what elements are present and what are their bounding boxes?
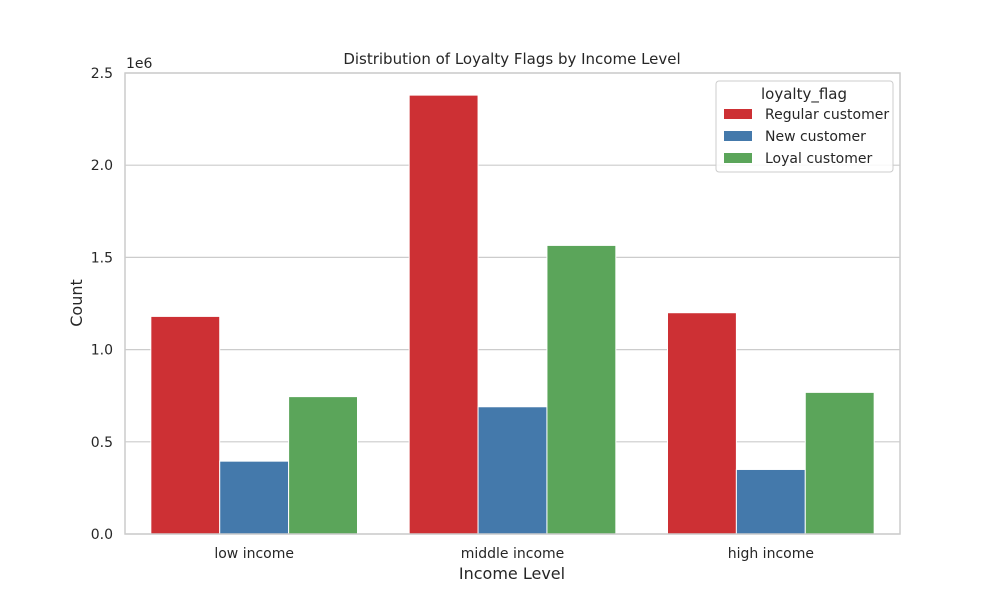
legend-label: Loyal customer xyxy=(765,151,872,167)
bar-regular-customer xyxy=(150,315,221,535)
legend-swatch xyxy=(724,109,752,119)
legend-box xyxy=(715,80,894,173)
y-tick-label: 2.0 xyxy=(91,158,113,174)
legend-items: Regular customer New customer Loyal custom… xyxy=(724,107,889,167)
bar-new-customer xyxy=(735,468,806,535)
y-axis-label: Count xyxy=(67,279,86,327)
legend-swatch xyxy=(724,131,752,141)
x-tick-label: low income xyxy=(214,546,294,562)
x-axis-label: Income Level xyxy=(459,564,565,583)
legend-label: New customer xyxy=(765,129,866,145)
x-tick-label: high income xyxy=(728,546,814,562)
y-tick-label: 0.5 xyxy=(91,435,113,451)
bar-new-customer xyxy=(219,460,290,535)
bars xyxy=(150,94,875,535)
y-tick-label: 1.0 xyxy=(91,343,113,359)
legend: loyalty_flag Regular customer New custome… xyxy=(715,80,894,173)
bar-new-customer xyxy=(477,406,548,535)
bar-loyal-customer xyxy=(288,396,358,535)
plot-frame xyxy=(124,72,901,535)
bar-loyal-customer xyxy=(546,244,617,535)
bar-regular-customer xyxy=(408,94,479,535)
legend-label: Regular customer xyxy=(765,107,889,123)
y-tick-label: 2.5 xyxy=(91,66,113,82)
y-axis-ticks: 0.0 0.5 1.0 1.5 2.0 2.5 xyxy=(91,66,113,543)
bar-loyal-customer xyxy=(804,391,875,535)
x-axis-ticks: low income middle income high income xyxy=(214,546,814,562)
legend-title: loyalty_flag xyxy=(761,85,847,104)
legend-swatch xyxy=(724,153,752,163)
chart-title: Distribution of Loyalty Flags by Income … xyxy=(343,50,680,68)
y-tick-label: 0.0 xyxy=(91,527,113,543)
x-tick-label: middle income xyxy=(461,546,565,562)
y-tick-label: 1.5 xyxy=(91,250,113,266)
y-multiplier-label: 1e6 xyxy=(126,56,153,72)
bar-regular-customer xyxy=(667,312,737,535)
